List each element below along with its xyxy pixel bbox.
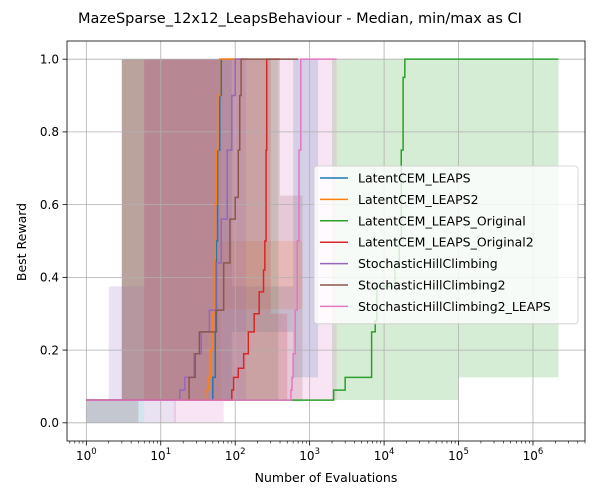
x-tick-label: 103	[299, 447, 320, 463]
x-tick-label: 104	[374, 447, 395, 463]
chart-title: MazeSparse_12x12_LeapsBehaviour - Median…	[78, 11, 522, 27]
x-tick-label: 100	[76, 447, 97, 463]
y-tick-label: 0.4	[40, 271, 59, 285]
y-tick-label: 1.0	[40, 52, 59, 66]
y-tick-label: 0.8	[40, 125, 59, 139]
legend-label: StochasticHillClimbing2	[358, 278, 506, 293]
legend-label: LatentCEM_LEAPS2	[358, 192, 479, 207]
legend-label: LatentCEM_LEAPS	[358, 171, 471, 186]
ci-band	[121, 59, 294, 401]
ci-band	[144, 59, 271, 401]
legend-label: StochasticHillClimbing	[358, 256, 498, 271]
y-axis-label: Best Reward	[14, 203, 29, 281]
legend-box	[313, 165, 579, 325]
x-tick-label: 106	[523, 447, 544, 463]
plot-area: 100 101 102 103 104 105 106 0.0 0.2 0.4 0.6 0.8 1.0 L…	[40, 40, 586, 463]
ci-band	[231, 286, 294, 332]
x-axis-label: Number of Evaluations	[255, 470, 398, 485]
x-tick-label: 105	[448, 447, 469, 463]
x-tick-label: 102	[225, 447, 246, 463]
series-line	[86, 58, 337, 401]
series-line	[86, 58, 244, 401]
ci-band	[221, 241, 303, 310]
ci-band	[121, 59, 222, 401]
ci-band	[144, 59, 247, 401]
ci-band	[108, 286, 145, 401]
ci-band	[144, 400, 176, 423]
legend-label: StochasticHillClimbing2_LEAPS	[358, 299, 551, 314]
legend-label: LatentCEM_LEAPS_Original2	[358, 235, 534, 250]
y-tick-label: 0.0	[40, 416, 59, 430]
legend-label: LatentCEM_LEAPS_Original	[358, 213, 526, 228]
series-line	[86, 58, 281, 401]
ci-band	[86, 400, 139, 423]
series-line	[86, 58, 236, 401]
axes-frame	[66, 40, 586, 442]
y-tick-label: 0.6	[40, 198, 59, 212]
ci-band	[270, 313, 288, 401]
ci-band	[86, 400, 145, 423]
series-line	[86, 58, 299, 401]
x-tick-label: 101	[150, 447, 171, 463]
ci-band	[173, 400, 224, 423]
series-line	[86, 58, 249, 401]
y-tick-label: 0.2	[40, 343, 59, 357]
